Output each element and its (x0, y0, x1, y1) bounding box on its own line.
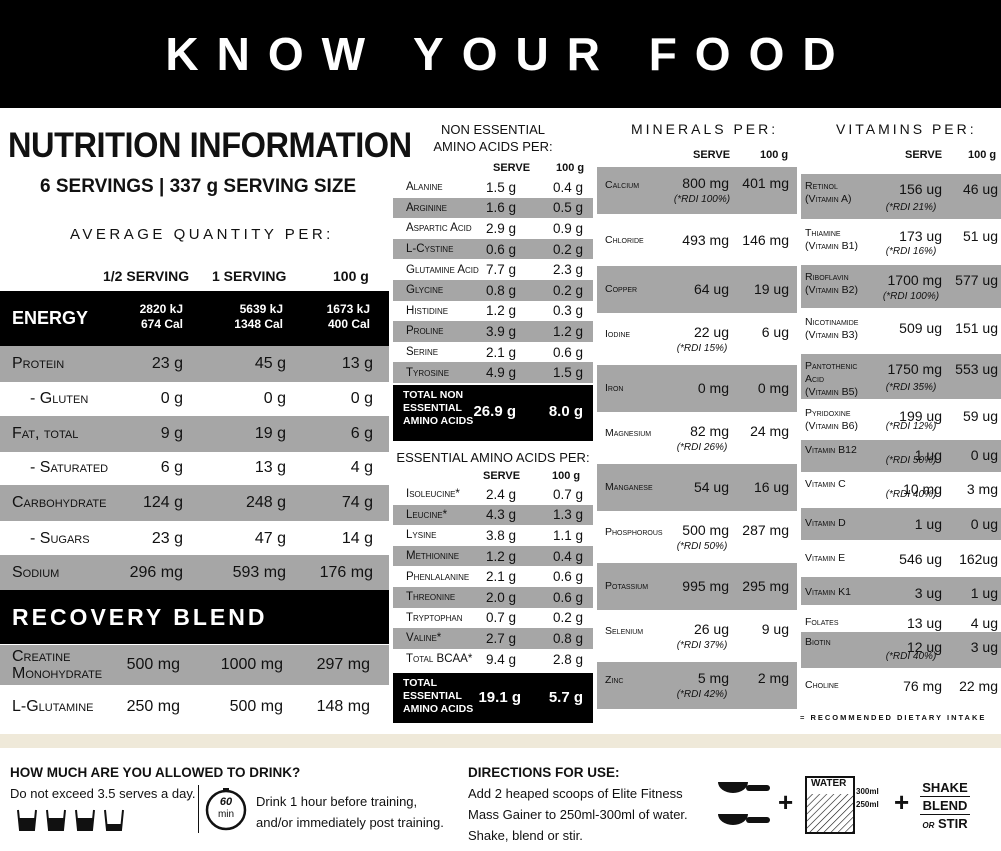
table-row: Fat, total 9 g 19 g 6 g (0, 416, 389, 452)
recovery-blend-heading: RECOVERY BLEND (0, 590, 389, 644)
essential-title: ESSENTIAL AMINO ACIDS PER: (396, 450, 590, 465)
e-col-serve: SERVE (483, 470, 521, 482)
table-row: Selenium 26 ug 9 ug (*RDI 37%) (605, 620, 789, 651)
table-row: Aspartic Acid 2.9 g 0.9 g (406, 220, 583, 236)
rdi-note: = RECOMMENDED DIETARY INTAKE (800, 713, 987, 722)
table-row: Calcium 800 mg 401 mg (*RDI 100%) (597, 167, 797, 215)
water-measure: 300ml 250ml (856, 787, 879, 809)
vit-col-serve: SERVE (905, 149, 943, 161)
shake-blend-stir: SHAKE BLEND OR STIR (920, 779, 970, 834)
serve-glasses (16, 808, 126, 839)
table-row: Phosphorous 500 mg 287 mg (*RDI 50%) (605, 521, 789, 552)
divider-band (0, 734, 1001, 748)
table-row: Arginine 1.6 g 0.5 g (393, 197, 593, 219)
table-row: Alanine 1.5 g 0.4 g (406, 179, 583, 195)
table-row: Chloride 493 mg 146 mg (605, 231, 789, 248)
table-row: Total BCAA* 9.4 g 2.8 g (406, 651, 583, 667)
table-row: Iodine 22 ug 6 ug (*RDI 15%) (605, 323, 789, 354)
table-row: L-Cystine 0.6 g 0.2 g (393, 238, 593, 260)
total-non-essential-row: TOTAL NON ESSENTIAL AMINO ACIDS 26.9 g 8.0… (393, 385, 593, 441)
table-row: Proline 3.9 g 1.2 g (393, 321, 593, 342)
energy-100g: 1673 kJ 400 Cal (326, 302, 370, 331)
glass-icon (17, 809, 124, 831)
table-row: Choline 76 mg 22 mg (805, 678, 998, 694)
table-row: Threonine 2.0 g 0.6 g (393, 587, 593, 608)
min-col-100g: 100 g (760, 149, 789, 161)
table-row: - Sugars 23 g 47 g 14 g (30, 530, 373, 547)
table-row: Iron 0 mg 0 mg (597, 365, 797, 413)
table-row: Vitamin B12 1 ug 0 ug (*RDI 50%) (801, 440, 1001, 472)
drink-title: HOW MUCH ARE YOU ALLOWED TO DRINK? (10, 765, 301, 780)
table-row: Protein 23 g 45 g 13 g (0, 346, 389, 382)
nutrition-title: NUTRITION INFORMATION (8, 126, 412, 165)
table-row: - Gluten 0 g 0 g 0 g (30, 390, 373, 407)
total-essential-row: TOTAL ESSENTIAL AMINO ACIDS 19.1 g 5.7 g (393, 673, 593, 723)
header-banner: KNOW YOUR FOOD (0, 0, 1001, 108)
table-row: Vitamin E 546 ug 162ug (805, 551, 998, 567)
average-quantity-label: AVERAGE QUANTITY PER: (70, 226, 334, 243)
table-row: Leucine* 4.3 g 1.3 g (393, 504, 593, 526)
table-row: Serine 2.1 g 0.6 g (406, 344, 583, 360)
table-row: Biotin 12 ug 3 ug (*RDI 40%) (801, 632, 1001, 668)
table-row: Zinc 5 mg 2 mg (*RDI 42%) (597, 662, 797, 710)
vit-col-100g: 100 g (968, 149, 997, 161)
ne-col-serve: SERVE (493, 162, 531, 174)
table-row: Methionine 1.2 g 0.4 g (393, 545, 593, 567)
table-row: Isoleucine* 2.4 g 0.7 g (406, 486, 583, 502)
non-essential-title: NON ESSENTIAL AMINO ACIDS PER: (433, 122, 553, 154)
water-container-icon: WATER (805, 776, 855, 834)
table-row: Pantothenic Acid (Vitamin B5) 1750 mg 553 … (801, 354, 1001, 399)
plus-sign-2: + (894, 787, 910, 817)
table-row: Glutamine Acid 7.7 g 2.3 g (406, 262, 583, 278)
table-row: Tyrosine 4.9 g 1.5 g (393, 362, 593, 383)
page-title: KNOW YOUR FOOD (165, 28, 854, 80)
scoop-icon (716, 776, 772, 839)
table-row: Nicotinamide (Vitamin B3) 509 ug 151 ug (805, 316, 998, 341)
table-row: Pyridoxine (Vitamin B6) 199 ug 59 ug (*RD… (805, 407, 998, 432)
table-row: Copper 64 ug 19 ug (597, 266, 797, 314)
table-row: Glycine 0.8 g 0.2 g (393, 280, 593, 301)
table-row: Valine* 2.7 g 0.8 g (393, 628, 593, 649)
energy-one: 5639 kJ 1348 Cal (234, 302, 283, 331)
footer-divider (198, 785, 199, 833)
table-row: Vitamin D 1 ug 0 ug (801, 508, 1001, 540)
drink-text: Do not exceed 3.5 serves a day. (10, 786, 196, 801)
vitamins-title: VITAMINS PER: (836, 121, 977, 137)
col-one-serving: 1 SERVING (212, 268, 287, 284)
directions-text: Add 2 heaped scoops of Elite Fitness Mass… (468, 786, 688, 843)
ne-col-100g: 100 g (556, 162, 585, 174)
energy-row: ENERGY 2820 kJ 674 Cal 5639 kJ 1348 Cal 16… (0, 291, 389, 346)
table-row: Manganese 54 ug 16 ug (597, 464, 797, 512)
table-row: Retinol (Vitamin A) 156 ug 46 ug (*RDI 21… (801, 174, 1001, 219)
directions-title: DIRECTIONS FOR USE: (468, 765, 620, 780)
table-row: Vitamin K1 3 ug 1 ug (801, 577, 1001, 605)
energy-label: ENERGY (12, 308, 89, 328)
minerals-title: MINERALS PER: (631, 121, 779, 137)
timer-icon: 60 min (204, 787, 248, 831)
servings-info: 6 SERVINGS | 337 g SERVING SIZE (40, 176, 357, 197)
table-row: Folates 13 ug 4 ug (805, 615, 998, 631)
table-row: - Saturated 6 g 13 g 4 g (30, 459, 373, 476)
table-row: Histidine 1.2 g 0.3 g (406, 303, 583, 319)
table-row: Carbohydrate 124 g 248 g 74 g (0, 485, 389, 521)
energy-half: 2820 kJ 674 Cal (139, 302, 183, 331)
col-100g: 100 g (333, 268, 369, 284)
table-row: L-Glutamine 250 mg 500 mg 148 mg (12, 698, 370, 715)
table-row: Potassium 995 mg 295 mg (597, 563, 797, 611)
table-row: Phenlalanine 2.1 g 0.6 g (406, 569, 583, 585)
table-row: Thiamine (Vitamin B1) 173 ug 51 ug (*RDI … (805, 227, 998, 257)
col-half-serving: 1/2 SERVING (103, 268, 190, 284)
drink-instructions: Drink 1 hour before training, and/or imme… (256, 794, 444, 830)
table-row: Lysine 3.8 g 1.1 g (406, 527, 583, 543)
min-col-serve: SERVE (693, 149, 731, 161)
e-col-100g: 100 g (552, 470, 581, 482)
table-row: Vitamin C 10 mg 3 mg (*RDI 40%) (805, 478, 998, 500)
table-row: Riboflavin (Vitamin B2) 1700 mg 577 ug (*… (801, 265, 1001, 308)
table-row: Magnesium 82 mg 24 mg (*RDI 26%) (605, 422, 789, 453)
plus-sign: + (778, 787, 794, 817)
table-row: Tryptophan 0.7 g 0.2 g (406, 610, 583, 626)
table-row: Creatine Monohydrate 500 mg 1000 mg 297 m… (0, 645, 389, 685)
table-row: Sodium 296 mg 593 mg 176 mg (0, 555, 389, 591)
